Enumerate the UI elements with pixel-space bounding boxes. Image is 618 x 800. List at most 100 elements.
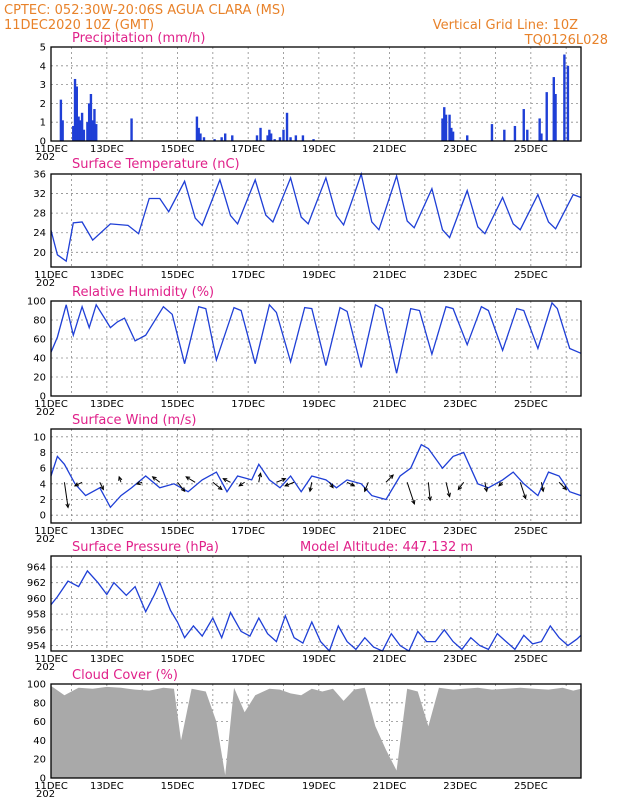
precip-bar bbox=[441, 118, 444, 141]
precip-bar bbox=[444, 114, 448, 141]
temperature-ytick-label: 20 bbox=[33, 248, 46, 259]
humidity-ytick-label: 20 bbox=[33, 373, 46, 384]
precip-bar bbox=[563, 54, 566, 141]
wind-arrow bbox=[284, 481, 295, 487]
pressure-ytick-label: 960 bbox=[27, 594, 46, 605]
wind-arrow bbox=[212, 481, 223, 490]
pressure-ytick-label: 954 bbox=[27, 641, 46, 652]
panel-cloud-cover: 0 20 40 60 80 100 11DEC 13DEC 15DEC 17DEC 19DEC 21D… bbox=[27, 668, 582, 800]
precip-bar bbox=[443, 107, 446, 141]
wind-arrow bbox=[484, 482, 488, 492]
wind-arrow-head bbox=[222, 478, 228, 483]
precipitation-date-label: 19DEC bbox=[302, 144, 336, 155]
cloud-cover-ytick-label: 40 bbox=[33, 736, 46, 747]
precip-bar bbox=[255, 135, 259, 141]
precip-bar bbox=[513, 125, 517, 141]
precip-bar bbox=[273, 139, 276, 141]
precipitation-ytick-label: 0 bbox=[40, 137, 46, 148]
wind-arrow-head bbox=[522, 494, 527, 500]
wind-ytick-label: 0 bbox=[40, 511, 46, 522]
wind-arrow-head bbox=[350, 482, 356, 487]
cloud-cover-year-fragment: 202 bbox=[36, 789, 55, 800]
wind-arrow-head bbox=[308, 487, 313, 493]
wind-ytick-label: 8 bbox=[40, 448, 46, 459]
precip-bar bbox=[79, 120, 82, 141]
precip-bar bbox=[195, 116, 199, 141]
wind-arrow bbox=[540, 482, 544, 492]
precip-bar bbox=[89, 94, 93, 141]
cloud-cover-date-label: 19DEC bbox=[302, 781, 336, 792]
humidity-date-label: 11DEC bbox=[34, 399, 68, 410]
wind-arrow bbox=[445, 482, 451, 497]
cloud-cover-date-label: 15DEC bbox=[161, 781, 195, 792]
humidity-date-label: 13DEC bbox=[90, 399, 124, 410]
temperature-ytick-label: 24 bbox=[33, 228, 46, 239]
precipitation-ytick-label: 1 bbox=[40, 118, 46, 129]
temperature-line bbox=[50, 171, 582, 263]
wind-arrow bbox=[385, 474, 394, 483]
wind-arrow bbox=[519, 482, 527, 499]
wind-arrow bbox=[177, 481, 186, 492]
pressure-date-label: 11DEC bbox=[34, 654, 68, 665]
pressure-ytick-label: 964 bbox=[27, 562, 46, 573]
wind-ytick-label: 4 bbox=[40, 479, 46, 490]
precip-bar bbox=[278, 137, 282, 141]
wind-arrow-head bbox=[284, 482, 290, 487]
precip-bar bbox=[285, 112, 289, 141]
humidity-ytick-label: 40 bbox=[33, 354, 46, 365]
precipitation-date-label: 17DEC bbox=[231, 144, 265, 155]
wind-arrow bbox=[185, 476, 196, 483]
precip-bar bbox=[451, 131, 455, 141]
precipitation-year-fragment: 202 bbox=[36, 152, 55, 163]
precip-bar bbox=[289, 137, 292, 141]
wind-arrow-head bbox=[118, 475, 123, 481]
wind-arrow bbox=[364, 482, 369, 492]
wind-arrow bbox=[63, 482, 69, 508]
pressure-title: Surface Pressure (hPa) bbox=[72, 540, 219, 555]
precip-bar bbox=[82, 129, 86, 141]
precip-bar bbox=[197, 127, 200, 141]
precip-bar bbox=[522, 109, 525, 141]
precip-bar bbox=[566, 65, 570, 141]
wind-arrow bbox=[427, 482, 431, 501]
precip-bar bbox=[538, 118, 541, 141]
humidity-line bbox=[50, 301, 582, 374]
precip-bar bbox=[545, 92, 548, 141]
precipitation-date-label: 13DEC bbox=[90, 144, 124, 155]
pressure-date-label: 17DEC bbox=[231, 654, 265, 665]
wind-frame bbox=[50, 428, 582, 524]
pressure-date-label: 15DEC bbox=[161, 654, 195, 665]
precipitation-ytick-label: 5 bbox=[40, 43, 46, 54]
wind-arrow-head bbox=[73, 482, 79, 487]
temperature-frame bbox=[50, 173, 582, 268]
cloud-cover-date-label: 21DEC bbox=[373, 781, 407, 792]
wind-arrow bbox=[223, 478, 231, 483]
temperature-ytick-label: 36 bbox=[33, 170, 46, 181]
precip-bar bbox=[77, 116, 80, 141]
cloud-cover-ytick-label: 0 bbox=[40, 774, 46, 785]
cloud-cover-date-label: 23DEC bbox=[443, 781, 477, 792]
humidity-year-fragment: 202 bbox=[36, 407, 55, 418]
precipitation-title: Precipitation (mm/h) bbox=[72, 31, 205, 46]
temperature-date-label: 21DEC bbox=[373, 270, 407, 281]
panel-precipitation: 0 1 2 3 4 5 11DEC 13DEC 15DEC 17DEC 19DEC 21DEC 23DE… bbox=[34, 31, 582, 163]
wind-arrow-head bbox=[329, 483, 334, 489]
wind-arrow-head bbox=[483, 487, 489, 493]
wind-date-label: 25DEC bbox=[514, 526, 548, 537]
precip-bar bbox=[213, 139, 216, 141]
precipitation-date-label: 23DEC bbox=[443, 144, 477, 155]
panels: 0 1 2 3 4 5 11DEC 13DEC 15DEC 17DEC 19DEC 21DEC 23DE… bbox=[27, 31, 582, 800]
header-grid-line: Vertical Grid Line: 10Z bbox=[433, 18, 578, 33]
wind-arrow bbox=[309, 482, 313, 492]
wind-arrow-head bbox=[363, 487, 368, 493]
wind-arrow-head bbox=[498, 481, 503, 487]
wind-arrow-head bbox=[217, 485, 223, 491]
cloud-cover-date-label: 11DEC bbox=[34, 781, 68, 792]
humidity-date-label: 21DEC bbox=[373, 399, 407, 410]
wind-title: Surface Wind (m/s) bbox=[72, 413, 196, 428]
temperature-date-label: 13DEC bbox=[90, 270, 124, 281]
precipitation-date-label: 21DEC bbox=[373, 144, 407, 155]
cloud-cover-ytick-label: 100 bbox=[27, 680, 46, 691]
wind-arrow-head bbox=[135, 480, 141, 486]
